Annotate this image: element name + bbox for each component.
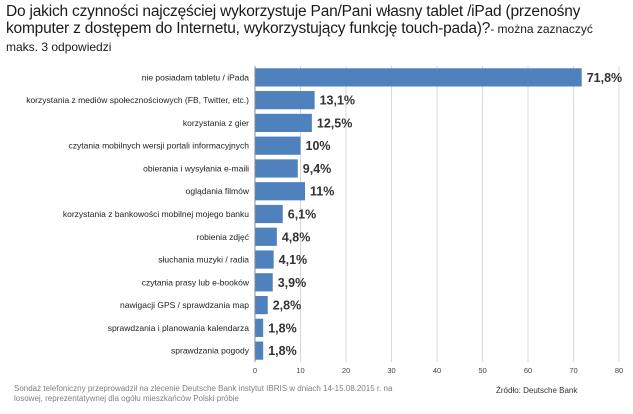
x-tick-label: 50 [478,366,486,375]
x-tick-label: 80 [615,366,623,375]
category-label: sprawdzania i planowania kalendarza [108,323,250,333]
data-label: 2,8% [273,299,302,313]
bar [255,113,312,133]
x-tick-label: 30 [387,366,395,375]
x-tick-label: 60 [524,366,532,375]
data-label: 4,8% [282,230,311,244]
data-label: 9,4% [303,162,332,176]
category-label: czytania prasy lub e-booków [142,277,250,287]
bar [255,204,283,224]
data-label: 10% [306,139,331,153]
bar [255,91,315,110]
data-label: 6,1% [288,208,317,222]
bar [255,159,298,178]
category-label: sprawdzania pogody [171,346,250,356]
data-label: 11% [310,185,334,199]
question-note: - można zaznaczyć maks. 3 odpowiedzi [6,22,593,54]
bar [255,295,268,315]
category-label: nawigacji GPS / sprawdzania map [120,300,249,310]
bar [255,341,264,360]
source-note: Źródło: Deutsche Bank [496,386,578,395]
bar [255,136,301,155]
x-tick-label: 40 [433,366,441,375]
bar [255,182,306,201]
category-label: korzystania z bankowości mobilnej mojego… [63,209,249,219]
x-tick-label: 70 [569,366,577,375]
data-label: 71,8% [587,71,622,85]
data-label: 3,9% [278,276,307,290]
data-label: 1,8% [268,344,297,358]
x-tick-label: 20 [342,366,350,375]
category-label: robienia zdjęć [197,232,250,242]
question-text: Do jakich czynności najczęściej wykorzys… [6,3,581,37]
data-label: 1,8% [268,321,297,335]
data-label: 12,5% [317,116,352,130]
category-label: słuchania muzyki / radia [158,255,249,265]
x-tick-label: 10 [296,366,304,375]
bar [255,318,264,337]
category-label: nie posiadam tabletu / iPada [142,72,250,82]
x-tick-label: 0 [253,366,257,375]
footnote: Sondaż telefoniczny przeprowadził na zle… [14,384,393,403]
data-label: 13,1% [320,94,355,108]
category-label: korzystania z mediów społecznościowych (… [26,95,249,105]
category-label: korzystania z gier [183,118,249,128]
bar [255,273,273,292]
category-label: czytania mobilnych wersji portali inform… [69,141,250,151]
data-label: 4,1% [279,253,308,267]
category-label: oglądania filmów [186,186,250,196]
bar [255,227,277,246]
bar [255,250,274,269]
bar [255,68,582,87]
category-label: obierania i wysyłania e-maili [143,163,249,173]
chart-title: Do jakich czynności najczęściej wykorzys… [6,3,626,56]
